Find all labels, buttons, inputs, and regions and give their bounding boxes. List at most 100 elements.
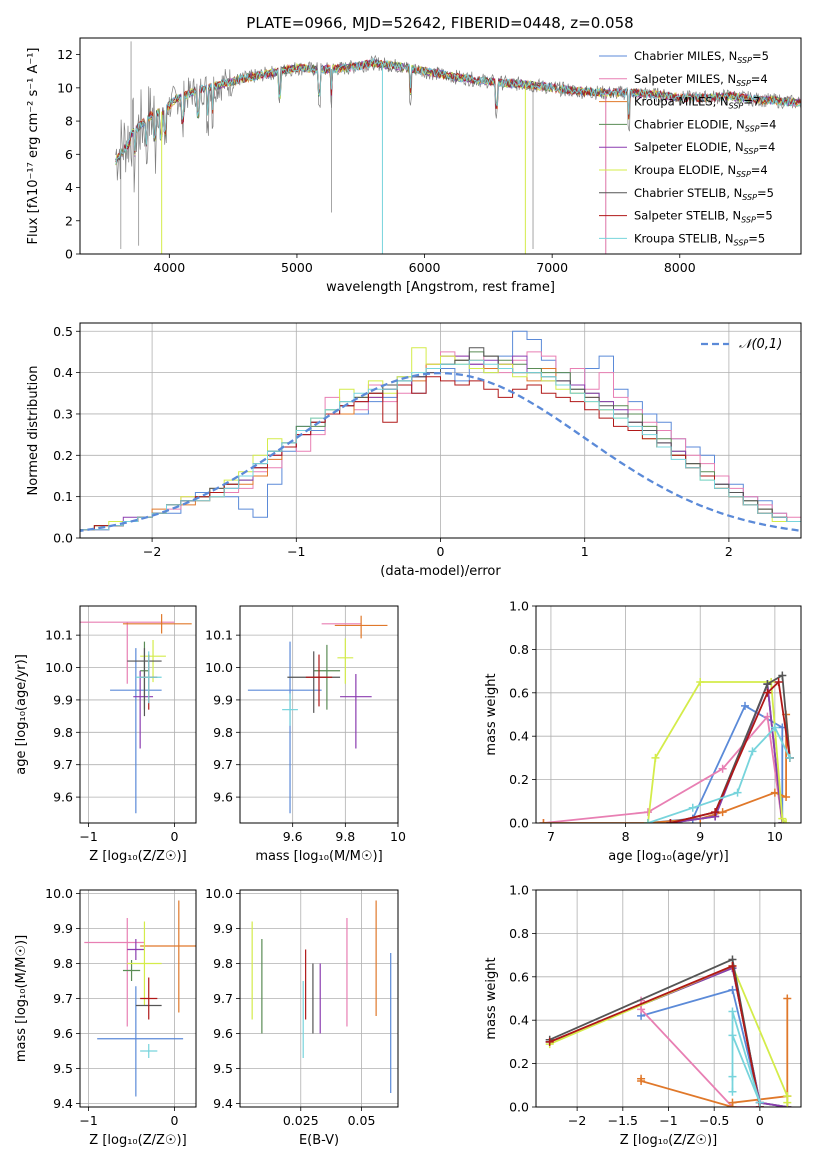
y-tick-label: 9.7 — [53, 757, 73, 772]
marker-chabrier-miles — [741, 701, 750, 710]
y-tick-label: 0.3 — [53, 406, 73, 421]
y-tick-label: 0.0 — [509, 1100, 529, 1115]
x-tick-label: 0.025 — [283, 1113, 319, 1128]
marker-salpeter-stelib — [545, 1037, 554, 1046]
panel-spectrum: 4000 5000 6000 7000 8000 0 2 4 6 8 10 12 wavelength … — [26, 37, 802, 295]
x-tick-label: 4000 — [153, 260, 185, 275]
legend-label-rest: =4 — [760, 117, 777, 131]
marker-kroupa-miles — [728, 1098, 737, 1107]
y-tick-label: 9.7 — [213, 991, 233, 1006]
plot-area — [247, 615, 388, 814]
legend-label: Kroupa MILES, NSSP=7 — [634, 95, 760, 111]
legend-label: Chabrier ELODIE, NSSP=4 — [634, 117, 776, 133]
legend-label-rest: =4 — [758, 140, 775, 154]
y-tick-label: 0.2 — [509, 772, 529, 787]
line-kroupa-stelib — [647, 725, 791, 823]
x-axis-label: wavelength [Angstrom, rest frame] — [326, 280, 555, 295]
x-tick-label: 9 — [696, 829, 704, 844]
axes-frame — [79, 37, 802, 255]
legend-label-main: Salpeter STELIB, N — [634, 209, 741, 223]
y-axis-label: mass weight — [484, 673, 499, 755]
legend-label: Salpeter STELIB, NSSP=5 — [634, 209, 773, 225]
y-tick-label: 0.4 — [509, 729, 529, 744]
marker-kroupa-stelib — [688, 803, 697, 812]
legend-label: Kroupa ELODIE, NSSP=4 — [634, 163, 768, 179]
marker-kroupa-miles — [770, 788, 779, 797]
x-axis-label: mass [log₁₀(M/M☉)] — [255, 849, 382, 864]
y-tick-label: 9.6 — [53, 1026, 73, 1041]
marker-kroupa-elodie — [783, 1098, 792, 1107]
marker-kroupa-stelib — [728, 1072, 737, 1081]
y-tick-label: 9.7 — [213, 757, 233, 772]
panel-mass_vs_Z: −1 0 9.4 9.5 9.6 9.7 9.8 9.9 10.0 Z [log₁₀(Z/Z☉)]… — [14, 886, 197, 1148]
legend-label-sub: SSP — [745, 124, 760, 133]
marker-kroupa-elodie — [696, 677, 705, 686]
legend-label-sub: SSP — [736, 170, 751, 179]
axes-frame — [239, 605, 399, 824]
legend-label-main: Chabrier STELIB, N — [634, 186, 742, 200]
y-tick-label: 9.9 — [53, 921, 73, 936]
x-tick-label: 1 — [581, 544, 589, 559]
y-tick-label: 0.4 — [509, 1013, 529, 1028]
y-axis-label: Normed distribution — [26, 366, 41, 496]
marker-kroupa-stelib — [643, 819, 652, 823]
y-tick-label: 10.0 — [45, 886, 73, 901]
legend-label: Chabrier MILES, NSSP=5 — [634, 49, 769, 65]
histogram-kroupa-stelib — [80, 359, 801, 531]
y-tick-label: 0.6 — [509, 969, 529, 984]
x-tick-label: 7 — [547, 829, 555, 844]
plot-area — [80, 330, 801, 535]
x-tick-label: 9.6 — [283, 829, 303, 844]
y-tick-label: 0.2 — [53, 448, 73, 463]
x-tick-label: 0.05 — [348, 1113, 376, 1128]
x-tick-label: −1 — [79, 1113, 97, 1128]
x-tick-label: 6000 — [409, 260, 441, 275]
legend-label-main: Kroupa ELODIE, N — [634, 163, 736, 177]
x-axis-label: age [log₁₀(age/yr)] — [608, 849, 729, 864]
x-tick-label: 8000 — [664, 260, 696, 275]
x-tick-label: 10 — [390, 829, 406, 844]
y-tick-label: 9.9 — [213, 921, 233, 936]
plot-area — [84, 900, 196, 1097]
y-tick-label: 0.4 — [53, 365, 73, 380]
y-axis-label: mass weight — [484, 957, 499, 1039]
y-tick-label: 10 — [57, 80, 73, 95]
figure-title: PLATE=0966, MJD=52642, FIBERID=0448, z=0… — [246, 14, 633, 32]
legend-label: Kroupa STELIB, NSSP=5 — [634, 231, 765, 247]
y-tick-label: 0.5 — [53, 324, 73, 339]
marker-kroupa-stelib — [728, 1031, 737, 1040]
y-tick-label: 9.8 — [53, 725, 73, 740]
legend-label-rest: =5 — [757, 186, 774, 200]
y-tick-label: 0.2 — [509, 1056, 529, 1071]
x-axis-label: Z [log₁₀(Z/Z☉)] — [620, 1133, 717, 1148]
y-tick-label: 9.6 — [53, 790, 73, 805]
y-tick-label: 9.8 — [213, 725, 233, 740]
y-tick-label: 12 — [57, 47, 73, 62]
panel-mass_vs_EBV: 0.025 0.05 9.4 9.5 9.6 9.7 9.8 9.9 10.0 E(B-V) — [205, 886, 399, 1148]
legend-label-sub: SSP — [741, 216, 756, 225]
marker-kroupa-elodie — [778, 814, 787, 823]
panel-residuals: −2 −1 0 1 2 0.0 0.1 0.2 0.3 0.4 0.5 (data-model)/er… — [26, 322, 802, 579]
x-tick-label: −2 — [143, 544, 161, 559]
y-tick-label: 9.5 — [213, 1061, 233, 1076]
legend-label-sub: SSP — [734, 238, 749, 247]
legend-label-rest: =5 — [756, 209, 773, 223]
legend-label-rest: =7 — [743, 95, 760, 109]
y-tick-label: 9.8 — [53, 956, 73, 971]
x-tick-label: −1.5 — [608, 1113, 638, 1128]
x-tick-label: 8 — [622, 829, 630, 844]
x-tick-label: 10 — [767, 829, 783, 844]
legend-label-sub: SSP — [742, 193, 757, 202]
y-tick-label: 9.4 — [213, 1096, 233, 1111]
y-tick-label: 10.0 — [45, 660, 73, 675]
marker-salpeter-stelib — [774, 677, 783, 686]
marker-salpeter-miles — [637, 1005, 646, 1014]
legend-label-rest: =5 — [752, 49, 769, 63]
y-tick-label: 0.1 — [53, 489, 73, 504]
legend-label-main: Kroupa STELIB, N — [634, 231, 734, 245]
legend: 𝒩(0,1) — [701, 337, 782, 352]
marker-chabrier-miles — [728, 985, 737, 994]
marker-kroupa-stelib — [770, 723, 779, 732]
x-tick-label: −2 — [568, 1113, 586, 1128]
